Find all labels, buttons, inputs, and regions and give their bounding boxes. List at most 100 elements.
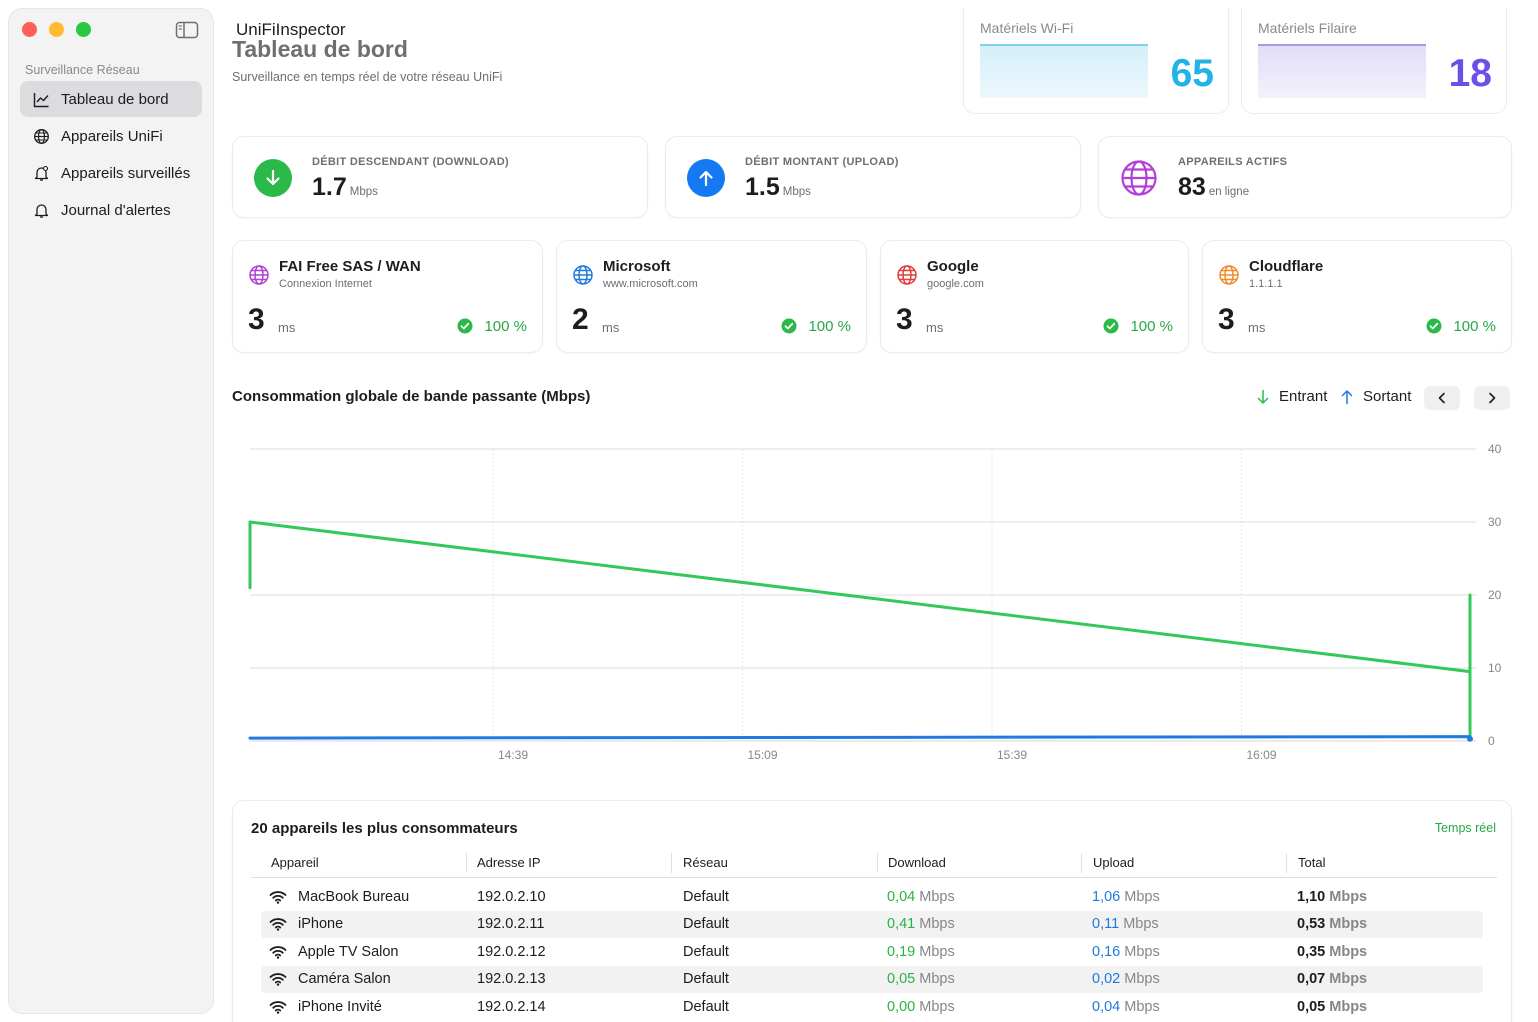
upload-stat-card: DÉBIT MONTANT (UPLOAD) 1.5 Mbps	[665, 136, 1081, 218]
sidebar-item-tableau-de-bord[interactable]: Tableau de bord	[20, 81, 202, 117]
chevron-right-icon	[1489, 392, 1496, 404]
device-network: Default	[683, 916, 729, 932]
y-tick-label: 40	[1488, 442, 1502, 456]
chart-next-button[interactable]	[1474, 386, 1510, 410]
globe-icon	[573, 265, 593, 285]
checkmark-circle-icon	[457, 318, 473, 334]
ping-availability: 100 %	[1130, 318, 1173, 335]
table-row[interactable]: Caméra Salon 192.0.2.13 Default 0,05 Mbp…	[261, 966, 1483, 993]
legend-label: Sortant	[1363, 388, 1412, 405]
table-row[interactable]: MacBook Bureau 192.0.2.10 Default 0,04 M…	[261, 884, 1483, 911]
table-row[interactable]: iPhone Invité 192.0.2.14 Default 0,00 Mb…	[261, 994, 1483, 1021]
column-header-ip[interactable]: Adresse IP	[477, 855, 541, 870]
globe-icon	[1219, 265, 1239, 285]
y-tick-label: 20	[1488, 588, 1502, 602]
legend-incoming[interactable]: Entrant	[1256, 388, 1327, 405]
sidebar: Surveillance Réseau Tableau de bord Appa…	[8, 8, 214, 1014]
ping-availability: 100 %	[808, 318, 851, 335]
x-tick-label: 16:09	[1247, 748, 1277, 762]
chart-previous-button[interactable]	[1424, 386, 1460, 410]
ping-card-google: Google google.com 3 ms 100 %	[880, 240, 1189, 353]
legend-label: Entrant	[1279, 388, 1328, 405]
active-devices-value: 83 en ligne	[1178, 173, 1250, 201]
ping-card-microsoft: Microsoft www.microsoft.com 2 ms 100 %	[556, 240, 867, 353]
series-end-point	[1467, 735, 1473, 742]
device-ip: 192.0.2.14	[477, 999, 546, 1015]
zoom-window-button[interactable]	[76, 22, 91, 37]
wired-devices-value: 18	[1448, 52, 1492, 95]
ping-latency: 2	[572, 303, 589, 336]
column-divider	[877, 853, 878, 873]
wifi-icon	[269, 1001, 287, 1014]
bandwidth-chart: 0 10 20 30 40 14:39 15:09 15:39 16:09	[248, 442, 1502, 762]
device-name: MacBook Bureau	[298, 889, 410, 905]
app-name: UniFiInspector	[236, 20, 346, 39]
sidebar-section-label: Surveillance Réseau	[25, 63, 140, 77]
x-tick-label: 15:09	[748, 748, 778, 762]
download-label: DÉBIT DESCENDANT (DOWNLOAD)	[312, 156, 509, 168]
column-header-download[interactable]: Download	[888, 855, 946, 870]
arrow-up-icon	[1341, 389, 1353, 404]
column-header-device[interactable]: Appareil	[271, 855, 319, 870]
sidebar-item-appareils-surveilles[interactable]: Appareils surveillés	[20, 155, 202, 191]
x-tick-label: 14:39	[498, 748, 528, 762]
ping-latency: 3	[896, 303, 913, 336]
device-network: Default	[683, 999, 729, 1015]
device-name: Apple TV Salon	[298, 944, 399, 960]
download-arrow-icon	[254, 159, 292, 197]
device-total: 1,10 Mbps	[1297, 889, 1368, 905]
upload-label: DÉBIT MONTANT (UPLOAD)	[745, 156, 899, 168]
ping-latency: 3	[1218, 303, 1235, 336]
device-ip: 192.0.2.12	[477, 944, 546, 960]
upload-value: 1.5 Mbps	[745, 173, 811, 201]
header-divider	[251, 877, 1497, 878]
arrow-down-icon	[1257, 389, 1269, 404]
wifi-devices-counter: Matériels Wi-Fi 65	[963, 8, 1229, 114]
globe-icon	[249, 265, 269, 285]
ping-availability: 100 %	[484, 318, 527, 335]
ping-name: Microsoft	[603, 258, 671, 275]
ping-latency: 3	[248, 303, 265, 336]
device-total: 0,53 Mbps	[1297, 916, 1368, 932]
ping-latency-unit: ms	[1248, 320, 1266, 335]
column-header-total[interactable]: Total	[1298, 855, 1326, 870]
device-name: iPhone	[298, 916, 344, 932]
column-header-network[interactable]: Réseau	[683, 855, 728, 870]
device-upload: 0,02 Mbps	[1092, 971, 1160, 987]
sidebar-item-label: Appareils surveillés	[61, 164, 191, 182]
wifi-icon	[269, 918, 287, 931]
page-subtitle: Surveillance en temps réel de votre rése…	[232, 70, 503, 84]
close-window-button[interactable]	[22, 22, 37, 37]
table-row[interactable]: Apple TV Salon 192.0.2.12 Default 0,19 M…	[261, 939, 1483, 966]
ping-availability: 100 %	[1453, 318, 1496, 335]
series-line-sortant	[248, 735, 1472, 741]
column-header-upload[interactable]: Upload	[1093, 855, 1135, 870]
ping-host: google.com	[927, 278, 984, 290]
device-network: Default	[683, 889, 729, 905]
device-upload: 0,11 Mbps	[1092, 916, 1159, 932]
device-total: 0,35 Mbps	[1297, 944, 1368, 960]
checkmark-circle-icon	[781, 318, 797, 334]
minimize-window-button[interactable]	[49, 22, 64, 37]
sidebar-toggle-icon[interactable]	[175, 21, 199, 39]
checkmark-circle-icon	[1426, 318, 1442, 334]
column-divider	[671, 853, 672, 873]
counter-label: Matériels Filaire	[1258, 20, 1357, 36]
sidebar-item-label: Journal d'alertes	[61, 201, 171, 219]
sidebar-item-journal-alertes[interactable]: Journal d'alertes	[20, 192, 202, 228]
y-tick-label: 30	[1488, 515, 1502, 529]
legend-outgoing[interactable]: Sortant	[1340, 388, 1411, 405]
device-download: 0,05 Mbps	[887, 971, 955, 987]
ping-latency-unit: ms	[602, 320, 620, 335]
chart-icon	[33, 92, 49, 107]
table-row[interactable]: iPhone 192.0.2.11 Default 0,41 Mbps 0,11…	[261, 911, 1483, 938]
chevron-left-icon	[1438, 392, 1445, 404]
wired-devices-counter: Matériels Filaire 18	[1241, 8, 1507, 114]
page-title: Tableau de bord	[232, 36, 408, 62]
series-line-entrant	[248, 520, 1472, 741]
wired-counter-gradient	[1258, 44, 1426, 98]
sidebar-item-appareils-unifi[interactable]: Appareils UniFi	[20, 118, 202, 154]
realtime-label[interactable]: Temps réel	[1434, 821, 1496, 835]
ping-latency-unit: ms	[926, 320, 944, 335]
active-devices-label: APPAREILS ACTIFS	[1178, 156, 1288, 168]
